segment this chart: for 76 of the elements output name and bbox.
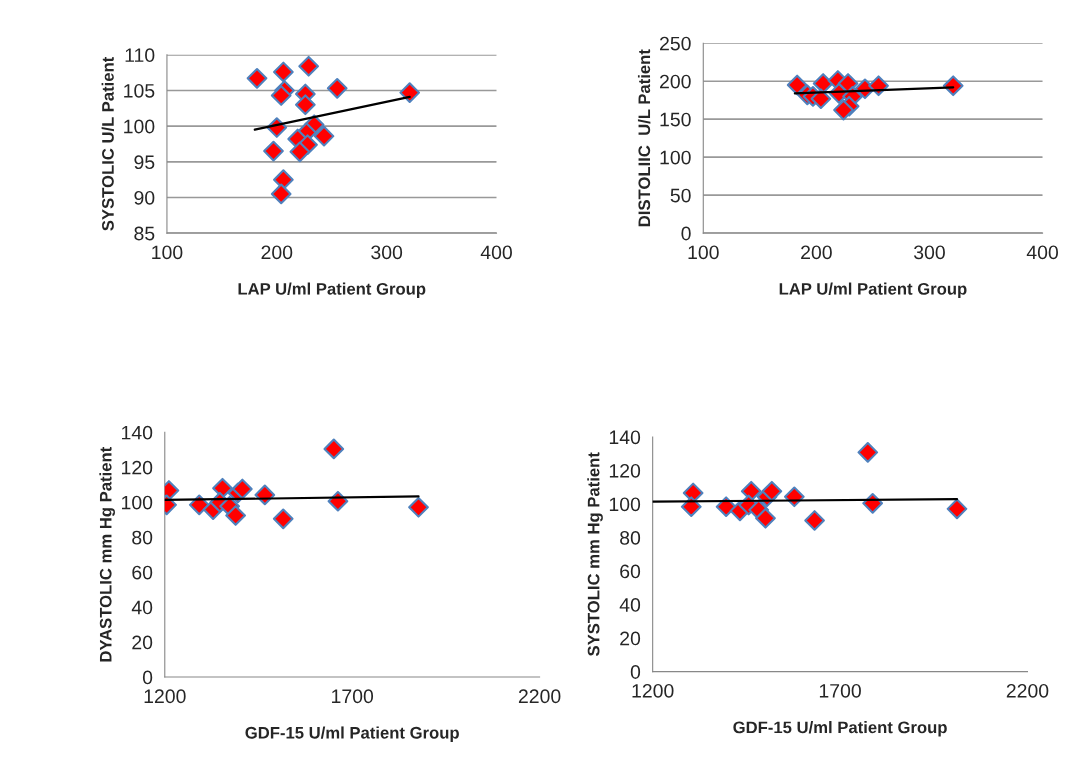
point bbox=[833, 99, 854, 121]
y-tick-label: 40 bbox=[131, 600, 153, 615]
point bbox=[232, 478, 253, 500]
y-tick-label: 100 bbox=[124, 119, 155, 134]
point bbox=[326, 77, 348, 99]
y-tick-label: 120 bbox=[609, 463, 641, 478]
point bbox=[857, 442, 879, 463]
x-tick-label: 400 bbox=[1026, 245, 1058, 260]
point bbox=[263, 140, 284, 162]
point bbox=[212, 477, 233, 499]
point bbox=[246, 67, 268, 89]
point bbox=[680, 496, 702, 518]
point bbox=[313, 125, 335, 147]
y-tick-label: 250 bbox=[660, 36, 691, 51]
point bbox=[804, 510, 825, 531]
x-axis-title: LAP U/ml Patient Group bbox=[779, 282, 967, 299]
x-tick-label: 200 bbox=[261, 245, 293, 260]
y-tick-label: 105 bbox=[124, 83, 155, 98]
x-tick-label: 2200 bbox=[1006, 683, 1049, 698]
point bbox=[298, 55, 319, 77]
point bbox=[273, 61, 294, 83]
point bbox=[408, 496, 429, 518]
y-tick-label: 150 bbox=[660, 112, 691, 127]
y-tick-label: 50 bbox=[670, 188, 691, 203]
point bbox=[761, 480, 783, 502]
y-axis-title: SYSTOLIC U/L Patient bbox=[101, 56, 115, 231]
y-tick-label: 100 bbox=[609, 497, 641, 512]
x-axis-title: GDF-15 U/ml Patient Group bbox=[245, 726, 459, 742]
y-tick-label: 110 bbox=[125, 48, 155, 63]
y-tick-label: 20 bbox=[132, 635, 153, 650]
x-tick-label: 1200 bbox=[144, 689, 186, 704]
y-tick-label: 0 bbox=[142, 670, 153, 685]
y-tick-label: 100 bbox=[122, 495, 153, 510]
y-tick-label: 60 bbox=[132, 565, 153, 580]
x-tick-label: 1700 bbox=[332, 689, 374, 704]
point bbox=[225, 505, 246, 526]
y-tick-label: 40 bbox=[619, 598, 641, 612]
point bbox=[270, 183, 292, 205]
point bbox=[272, 508, 294, 530]
y-tick-label: 140 bbox=[609, 430, 641, 445]
y-tick-label: 100 bbox=[660, 150, 691, 165]
y-tick-label: 60 bbox=[620, 564, 641, 579]
x-tick-label: 2200 bbox=[518, 689, 561, 704]
y-tick-label: 200 bbox=[660, 74, 691, 89]
x-axis-title: LAP U/ml Patient Group bbox=[238, 282, 426, 299]
point bbox=[399, 82, 421, 103]
point bbox=[270, 85, 292, 106]
x-tick-label: 300 bbox=[913, 245, 945, 260]
x-tick-label: 100 bbox=[688, 245, 719, 260]
y-axis-title: DISTOLIIC U/L Patient bbox=[637, 49, 651, 227]
y-axis-title: SYSTOLIC mm Hg Patient bbox=[587, 452, 603, 656]
y-tick-label: 90 bbox=[134, 190, 155, 205]
point bbox=[273, 169, 294, 190]
y-tick-label: 140 bbox=[122, 425, 153, 440]
x-tick-label: 300 bbox=[371, 245, 403, 260]
x-axis-title: GDF-15 U/ml Patient Group bbox=[733, 721, 947, 737]
point bbox=[810, 88, 832, 110]
y-tick-label: 80 bbox=[132, 530, 153, 545]
y-tick-label: 95 bbox=[134, 155, 155, 170]
y-tick-label: 120 bbox=[122, 460, 153, 475]
point bbox=[755, 507, 776, 529]
x-tick-label: 200 bbox=[801, 245, 832, 260]
point bbox=[946, 498, 968, 520]
y-tick-label: 0 bbox=[681, 226, 691, 241]
x-tick-label: 400 bbox=[480, 245, 512, 260]
x-tick-label: 1700 bbox=[819, 683, 861, 698]
point bbox=[323, 438, 345, 460]
x-tick-label: 1200 bbox=[632, 683, 674, 698]
y-tick-label: 20 bbox=[620, 631, 641, 646]
y-tick-label: 0 bbox=[630, 665, 641, 679]
y-axis-title: DYASTOLIC mm Hg Patient bbox=[99, 446, 115, 662]
point bbox=[294, 94, 316, 116]
y-tick-label: 80 bbox=[620, 531, 641, 545]
y-tick-label: 85 bbox=[134, 226, 155, 241]
point bbox=[289, 141, 311, 163]
x-tick-label: 100 bbox=[152, 245, 183, 260]
